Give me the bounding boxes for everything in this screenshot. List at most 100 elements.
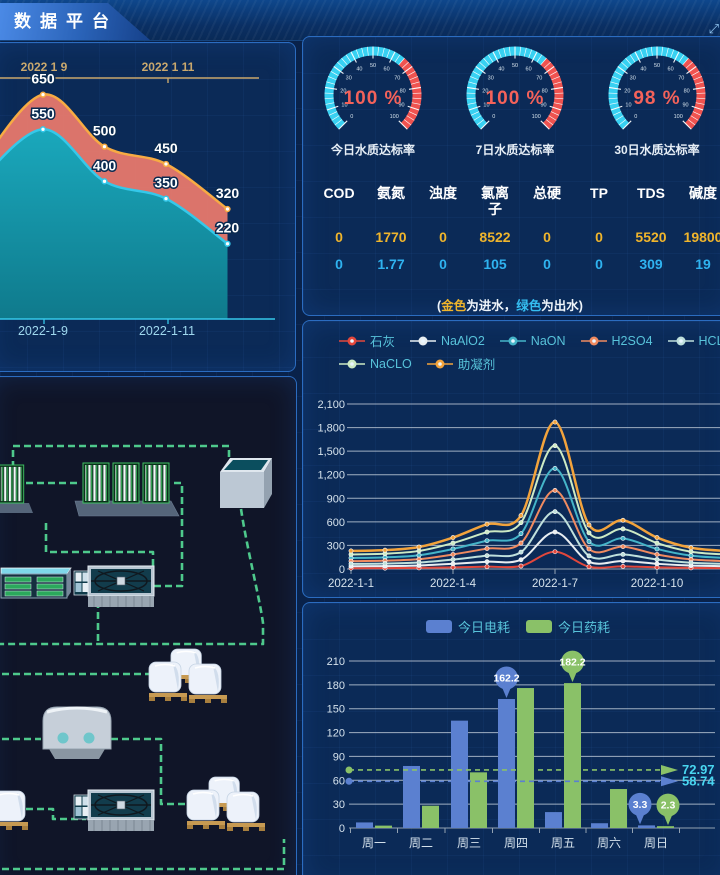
pipe-network	[0, 444, 286, 871]
value-pin: 162.2	[493, 666, 520, 699]
svg-text:90: 90	[333, 751, 345, 763]
svg-text:100 %: 100 %	[344, 88, 403, 109]
legend-label: NaCLO	[370, 356, 412, 371]
svg-text:650: 650	[31, 71, 55, 87]
page-title: 数据平台	[14, 12, 118, 31]
table-cell: 0	[439, 229, 447, 246]
gauge-today[interactable]: 0 10 20 30 40 50 60 70 80 90 100 100 % 今日水质达标率	[309, 41, 437, 158]
table-cell: 0	[595, 256, 603, 273]
svg-text:40: 40	[498, 66, 504, 72]
series-5	[348, 443, 720, 557]
storage-tank	[220, 458, 272, 508]
legend-item-NaCLO[interactable]: NaCLO	[339, 357, 412, 371]
filter-rack	[0, 567, 72, 599]
top-axis: 2022 1 9 2022 1 11	[0, 60, 259, 83]
bottom-axis: 2022-1-9 2022-1-11	[0, 318, 275, 338]
expand-icon[interactable]: ⤢	[708, 21, 719, 36]
dosing-panel: 石灰 NaAlO2 NaON H2SO4 HCL NaCLO 助凝剂 2,100 1,800 1…	[302, 320, 720, 598]
table-header-cell: 浊度	[429, 185, 457, 201]
sludge-hopper	[42, 706, 112, 759]
svg-text:60: 60	[668, 66, 674, 72]
series-3	[348, 488, 720, 564]
svg-text:100: 100	[390, 114, 399, 120]
legend-item-助凝剂[interactable]: 助凝剂	[426, 354, 496, 373]
svg-text:1,200: 1,200	[317, 470, 345, 482]
svg-text:2.3: 2.3	[661, 800, 676, 812]
legend-swatch	[526, 620, 552, 633]
svg-text:100: 100	[674, 114, 683, 120]
svg-text:2022-1-11: 2022-1-11	[139, 324, 195, 338]
legend-item-今日药耗[interactable]: 今日药耗	[526, 617, 610, 636]
water-flow-area-chart[interactable]: 2022 1 9 2022 1 11 650 500 450 320 550 400 350 22…	[0, 43, 296, 371]
value-pin: 2.3	[656, 793, 680, 826]
svg-text:210: 210	[327, 656, 345, 668]
note-text: (	[437, 299, 442, 313]
svg-text:20: 20	[340, 88, 346, 94]
svg-text:0: 0	[339, 564, 345, 576]
svg-text:2022-1-4: 2022-1-4	[430, 578, 477, 590]
legend-label: HCL	[698, 333, 720, 348]
gauge-chart: 010 20 30 40 50 60 70 80 90 100 100 %	[466, 46, 564, 130]
table-header-cell: TDS	[637, 185, 665, 201]
table-header-cell: 氯离子	[481, 185, 509, 218]
water-flow-panel: 2022 1 9 2022 1 11 650 500 450 320 550 400 350 22…	[0, 42, 296, 372]
svg-text:500: 500	[93, 123, 117, 139]
table-cell: 1770	[375, 229, 407, 246]
svg-text:2022-1-7: 2022-1-7	[532, 578, 578, 590]
table-cell: 0	[335, 256, 343, 273]
gauge-30day[interactable]: 0 10 20 30 40 50 60 70 80 90 100 98 % 30日水质达标率	[593, 41, 720, 158]
svg-text:50: 50	[370, 63, 376, 69]
svg-text:2022 1 11: 2022 1 11	[142, 60, 195, 74]
legend-item-NaON[interactable]: NaON	[499, 333, 566, 348]
dosing-line-chart[interactable]: 2,100 1,800 1,500 1,200 900 600 300 0 2022-1-1 20…	[303, 321, 720, 598]
svg-text:80: 80	[542, 88, 548, 94]
legend-item-石灰[interactable]: 石灰	[339, 331, 395, 350]
svg-text:70: 70	[678, 75, 684, 81]
consumption-bar-chart[interactable]: 210 180 150 120 90 60 30 0 周一 周二 周三 周四 周五 周六 周日 72.9758…	[303, 603, 720, 875]
water-quality-table: COD 氨氮 浊度 氯离子 总硬 TP TDS 碱度 0 1770 0 8522 0 0 5520 19800…	[313, 185, 720, 272]
svg-text:162.2: 162.2	[493, 673, 519, 685]
svg-text:0: 0	[492, 114, 495, 120]
clarifier-2	[73, 789, 155, 832]
svg-text:150: 150	[327, 704, 345, 716]
svg-text:周五: 周五	[551, 836, 575, 850]
legend-label: NaON	[530, 333, 566, 348]
table-cell: 105	[483, 256, 507, 273]
legend-item-HCL[interactable]: HCL	[667, 333, 720, 348]
table-cell: 5520	[635, 229, 667, 246]
svg-text:58.74: 58.74	[682, 773, 715, 788]
svg-text:周六: 周六	[597, 836, 621, 850]
gauge-label: 7日水质达标率	[475, 143, 555, 157]
plant-3d-map[interactable]	[0, 377, 297, 875]
legend-item-NaAlO2[interactable]: NaAlO2	[410, 334, 485, 348]
dosing-legend: 石灰 NaAlO2 NaON H2SO4 HCL NaCLO 助凝剂	[339, 331, 720, 373]
gauge-chart: 010 20 30 40 50 60 70 80 90 100 100 %	[324, 46, 422, 130]
note-text: 为进水，	[466, 299, 517, 313]
legend-item-今日电耗[interactable]: 今日电耗	[425, 617, 510, 636]
value-pin: 3.3	[628, 792, 652, 825]
svg-text:100: 100	[532, 114, 541, 120]
table-header-row: COD 氨氮 浊度 氯离子 总硬 TP TDS 碱度	[313, 185, 720, 217]
note-text: 为出水)	[541, 299, 583, 313]
bag-single	[0, 790, 28, 830]
svg-text:10: 10	[341, 102, 347, 108]
svg-text:2022-1-10: 2022-1-10	[631, 578, 683, 590]
area-line-0	[0, 93, 229, 211]
note-gold: 金色	[441, 299, 467, 313]
svg-text:20: 20	[482, 88, 488, 94]
table-row-inlet: 0 1770 0 8522 0 0 5520 19800	[313, 229, 720, 245]
table-header-cell: 氨氮	[377, 185, 405, 201]
svg-text:80: 80	[400, 88, 406, 94]
legend-item-H2SO4[interactable]: H2SO4	[580, 334, 653, 348]
consumption-legend: 今日电耗 今日药耗	[303, 617, 720, 636]
note-green: 绿色	[516, 299, 542, 313]
table-cell: 19800	[683, 229, 720, 246]
gauge-chart: 010 20 30 40 50 60 70 80 90 100 98 %	[608, 46, 706, 130]
gauge-7day[interactable]: 0 10 20 30 40 50 60 70 80 90 100 100 % 7日水质达标率	[451, 41, 579, 158]
table-cell: 0	[439, 256, 447, 273]
table-cell: 1.77	[377, 256, 405, 273]
table-cell: 0	[595, 229, 603, 246]
svg-text:周三: 周三	[457, 836, 481, 850]
legend-label: 助凝剂	[457, 358, 496, 372]
avg-line-今日药耗: 72.97	[345, 762, 715, 777]
